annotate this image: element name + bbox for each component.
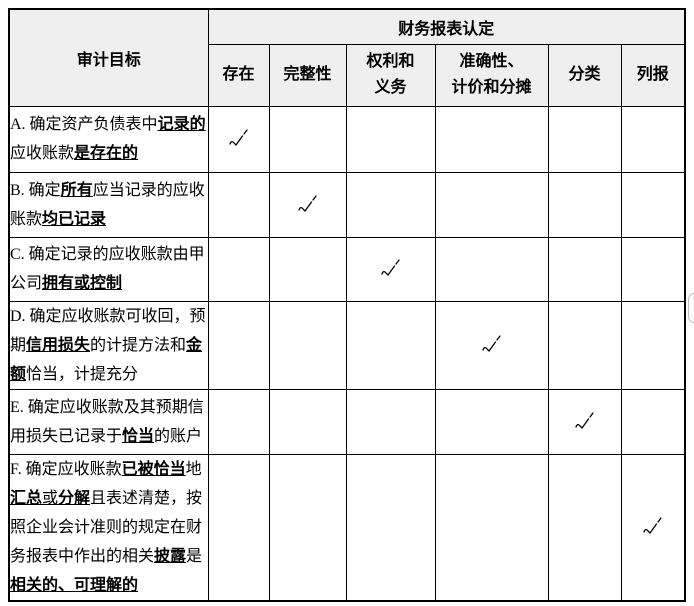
objective-text-emphasis: 分解 (58, 489, 91, 507)
table-row: F. 确定应收账款已被恰当地汇总或分解且表述清楚，按照企业会计准则的规定在财务报… (8, 453, 686, 601)
objective-cell: C. 确定记录的应收账款由甲公司拥有或控制 (8, 236, 209, 302)
header-row-assertions: 存在 完整性 权利和 义务 准确性、 计价和分摊 分类 列报 (9, 43, 686, 107)
objective-text: C. 确定记录的应收账款由甲公司 (10, 246, 205, 292)
assertion-cell-presentation (620, 300, 686, 390)
checkmark-icon (643, 517, 662, 534)
assertion-cell-completeness (268, 105, 347, 173)
assertions-title-header: 财务报表认定 (207, 8, 686, 45)
assertion-column-presentation: 列报 (620, 43, 686, 107)
assertion-cell-existence (207, 453, 270, 601)
objective-text-emphasis: 披露 (154, 547, 187, 565)
objective-cell: B. 确定所有应当记录的应收账款均已记录 (8, 171, 209, 238)
objective-text: B. 确定 (10, 181, 61, 199)
objective-text: F. 确定应收账款 (10, 460, 122, 478)
objective-text: 恰当，计提充分 (26, 365, 139, 383)
objective-text: 应当记录的应收账款 (10, 181, 205, 228)
assertion-cell-existence (207, 236, 270, 302)
objective-text: 地 (185, 460, 202, 478)
objective-text-emphasis: 是存在的 (74, 145, 139, 162)
checkmark-icon (481, 335, 501, 352)
assertion-cell-completeness (268, 300, 347, 390)
objective-text-emphasis: 拥有或控制 (42, 275, 123, 292)
assertion-cell-rights-obligations (345, 453, 436, 601)
assertion-column-accuracy-valuation-allocation: 准确性、 计价和分摊 (434, 43, 549, 107)
assertion-cell-existence (207, 300, 270, 390)
assertion-cell-rights-obligations (345, 236, 436, 302)
table-row: B. 确定所有应当记录的应收账款均已记录 (8, 171, 686, 238)
assertion-cell-completeness (268, 388, 347, 455)
assertion-cell-accuracy-valuation-allocation (434, 388, 549, 455)
objective-text: E. 确定应收账款及其预期信用损失已记录于 (10, 398, 204, 445)
assertion-cell-classification (547, 300, 622, 390)
assertion-cell-presentation (620, 171, 686, 238)
assertion-cell-classification (547, 453, 622, 601)
objective-cell: D. 确定应收账款可收回，预期信用损失的计提方法和金额恰当，计提充分 (8, 300, 209, 390)
assertion-column-completeness: 完整性 (268, 43, 347, 107)
assertion-cell-existence (207, 171, 270, 238)
assertion-cell-accuracy-valuation-allocation (434, 300, 549, 390)
scrollbar-thumb[interactable] (688, 293, 694, 323)
audit-assertions-table: 审计目标 财务报表认定 存在 完整性 权利和 义务 准确性、 计价和分摊 分类 列报 A.… (8, 8, 687, 602)
objective-text-emphasis: 金额 (10, 336, 203, 383)
table-row: D. 确定应收账款可收回，预期信用损失的计提方法和金额恰当，计提充分 (8, 300, 686, 390)
assertion-cell-rights-obligations (345, 388, 436, 455)
assertion-column-rights-obligations: 权利和 义务 (345, 43, 436, 107)
table-row: A. 确定资产负债表中记录的应收账款是存在的 (8, 105, 686, 173)
objective-text-emphasis: 恰当 (122, 427, 155, 445)
objective-text-emphasis: 记录的 (157, 116, 206, 133)
objective-text: 应收账款 (10, 145, 75, 162)
assertion-cell-classification (547, 171, 622, 238)
assertion-cell-rights-obligations (345, 171, 436, 238)
objective-text-emphasis: 或 (42, 489, 59, 507)
assertion-cell-accuracy-valuation-allocation (434, 453, 549, 601)
objective-text: A. 确定资产负债表中 (10, 116, 158, 133)
assertion-cell-completeness (268, 453, 347, 601)
assertion-cell-accuracy-valuation-allocation (434, 105, 549, 173)
objective-text-emphasis: 所有 (60, 181, 93, 199)
assertion-column-existence: 存在 (207, 43, 270, 107)
assertion-cell-presentation (620, 105, 686, 173)
assertion-cell-classification (547, 236, 622, 302)
checkmark-icon (297, 194, 317, 212)
checkmark-icon (574, 411, 594, 429)
audit-objective-header: 审计目标 (8, 8, 209, 107)
assertion-cell-presentation (620, 453, 686, 601)
objective-text-emphasis: 信用损失 (26, 336, 91, 354)
objective-cell: E. 确定应收账款及其预期信用损失已记录于恰当的账户 (8, 388, 209, 455)
table-row: C. 确定记录的应收账款由甲公司拥有或控制 (8, 236, 686, 302)
table-row: E. 确定应收账款及其预期信用损失已记录于恰当的账户 (8, 388, 686, 455)
objective-text-emphasis: 汇总 (10, 489, 43, 507)
assertion-cell-rights-obligations (345, 105, 436, 173)
objective-text-emphasis: 已被恰当 (121, 460, 186, 478)
assertion-cell-accuracy-valuation-allocation (434, 236, 549, 302)
assertion-cell-classification (547, 388, 622, 455)
objective-text: 是 (186, 547, 203, 565)
assertion-cell-completeness (268, 171, 347, 238)
assertion-cell-existence (207, 388, 270, 455)
header-row-top: 审计目标 财务报表认定 (8, 8, 686, 107)
objective-cell: A. 确定资产负债表中记录的应收账款是存在的 (8, 105, 209, 173)
table-body: A. 确定资产负债表中记录的应收账款是存在的 B. 确定所有应当记录的应收账款均已… (8, 105, 686, 601)
assertion-cell-classification (547, 105, 622, 173)
objective-text: 且表述清楚，按照企业会计准则的规定在财务报表中作出的相关 (10, 489, 203, 565)
assertion-cell-existence (207, 105, 270, 173)
objective-text: 的账户 (154, 427, 203, 445)
objective-text-emphasis: 均已记录 (42, 210, 107, 228)
assertion-cell-rights-obligations (345, 300, 436, 390)
assertion-cell-completeness (268, 236, 347, 302)
assertion-cell-presentation (620, 388, 686, 455)
checkmark-icon (228, 129, 248, 146)
assertion-cell-presentation (620, 236, 686, 302)
checkmark-icon (380, 259, 400, 276)
objective-text: 的计提方法和 (90, 336, 187, 354)
objective-text: D. 确定应收账款可收回，预期 (10, 307, 206, 354)
objective-cell: F. 确定应收账款已被恰当地汇总或分解且表述清楚，按照企业会计准则的规定在财务报… (8, 453, 209, 601)
assertion-column-classification: 分类 (547, 43, 622, 107)
objective-text-emphasis: 相关的、可理解的 (10, 576, 139, 594)
assertion-cell-accuracy-valuation-allocation (434, 171, 549, 238)
